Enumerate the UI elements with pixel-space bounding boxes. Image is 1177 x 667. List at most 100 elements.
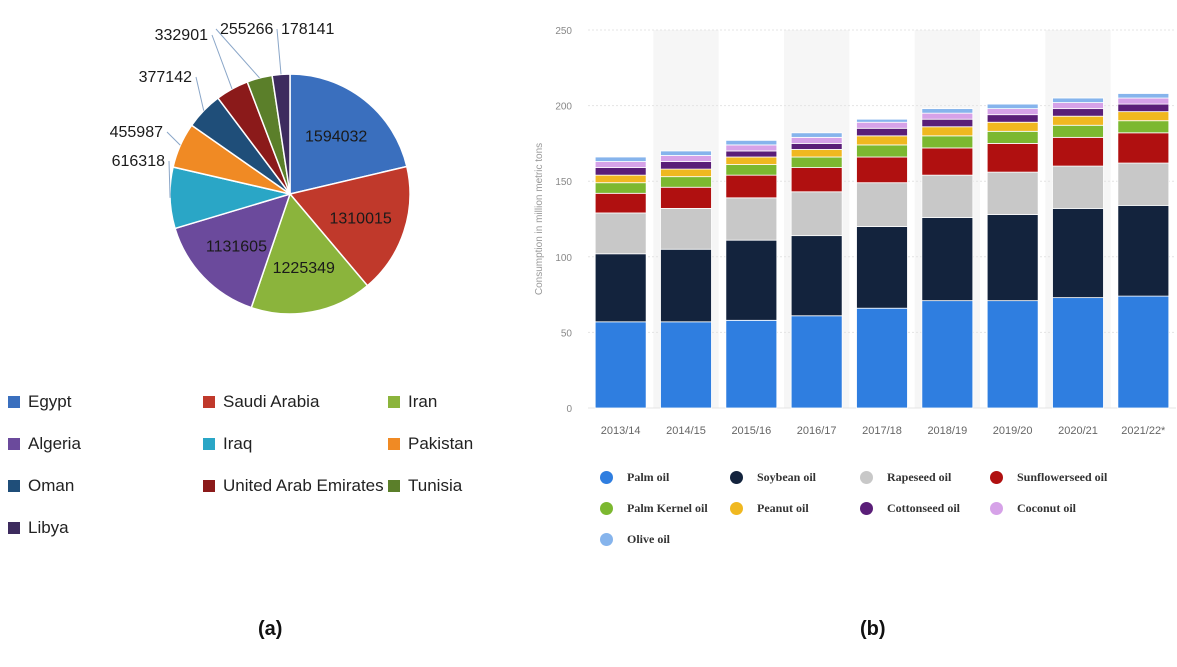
bar-legend-item: Coconut oil [990,501,1076,516]
pie-legend-item: Saudi Arabia [203,392,319,412]
legend-dot [860,471,873,484]
bar-segment-cottonseed-oil [660,161,712,170]
panel-label-a: (a) [258,618,283,640]
bar-segment-palm-kernel-oil [725,164,778,176]
bar-segment-palm-oil [725,319,778,409]
x-tick-label: 2019/20 [993,425,1033,437]
legend-swatch [388,396,400,408]
bar-segment-rapeseed-oil [1117,162,1170,206]
pie-legend-item: Egypt [8,392,71,412]
pie-slice-algeria [174,192,292,309]
legend-swatch [8,480,20,492]
pie-legend-item: Algeria [8,434,81,454]
legend-label: Peanut oil [757,501,809,515]
legend-label: Palm Kernel oil [627,501,708,515]
bar-segment-palm-oil [790,315,843,409]
legend-dot [600,533,613,546]
legend-swatch [203,480,215,492]
legend-swatch [8,396,20,408]
bar-segment-peanut-oil [986,121,1039,132]
bar-segment-soybean-oil [921,217,974,302]
bar-segment-cottonseed-oil [594,167,647,176]
legend-swatch [203,438,215,450]
legend-dot [730,471,743,484]
bar-segment-sunflowerseed-oil [790,167,843,193]
bar-segment-rapeseed-oil [660,208,712,250]
bar-segment-cottonseed-oil [856,127,908,137]
pie-chart-panel: 1594032 1310015 1225349 1131605 616318 455987… [0,0,530,667]
bar-segment-palm-kernel-oil [1052,124,1104,138]
bar-legend-item: Olive oil [600,532,670,547]
pie-slice-saudi-arabia [288,165,411,287]
x-tick-label: 2017/18 [862,425,902,437]
x-tick-label: 2020/21 [1058,425,1098,437]
x-tick-label: 2018/19 [927,425,967,437]
bar-segment-sunflowerseed-oil [725,174,778,199]
bar-segment-peanut-oil [660,168,712,178]
legend-label: Iran [408,392,438,411]
legend-swatch [8,438,20,450]
pie-value-label: 455987 [110,124,163,141]
bar-segment-coconut-oil [856,121,908,129]
legend-dot [600,502,613,515]
legend-label: United Arab Emirates [223,476,384,495]
legend-label: Algeria [28,434,81,453]
bar-segment-cottonseed-oil [1052,108,1104,117]
pie-value-label: 1594032 [305,129,367,146]
x-tick-label: 2013/14 [601,425,641,437]
legend-label: Olive oil [627,532,670,546]
bar-legend-item: Palm Kernel oil [600,501,708,516]
bar-legend-item: Soybean oil [730,470,816,485]
bar-segment-rapeseed-oil [986,171,1039,215]
bar-segment-cottonseed-oil [1117,103,1170,113]
legend-label: Saudi Arabia [223,392,320,411]
bar-segment-palm-oil [986,300,1039,409]
bar-segment-olive-oil [725,139,778,146]
bar-segment-olive-oil [921,108,974,114]
legend-swatch [388,480,400,492]
bar-segment-palm-kernel-oil [1117,120,1170,134]
bar-segment-peanut-oil [594,174,647,184]
legend-label: Iraq [223,434,253,453]
stacked-bar-chart: 0 50 100 150 200 250 Consumption in million me… [534,26,1176,437]
bar-segment-sunflowerseed-oil [1052,136,1104,167]
y-tick-label: 0 [566,404,572,415]
bar-segment-peanut-oil [790,149,843,158]
bar-segment-soybean-oil [1117,204,1170,297]
y-tick-label: 150 [555,177,572,188]
legend-dot [990,502,1003,515]
pie-value-label: 1131605 [206,239,267,256]
pie-legend-item: Oman [8,476,74,496]
bar-segment-peanut-oil [725,156,778,165]
pie-legend-item: United Arab Emirates [203,476,384,496]
bar-segment-coconut-oil [725,144,778,152]
bar-segment-olive-oil [660,150,712,156]
bar-segment-olive-oil [1117,93,1170,99]
pie-value-label: 1225349 [273,260,335,277]
legend-label: Soybean oil [757,470,817,484]
legend-dot [600,471,613,484]
y-tick-label: 50 [561,328,573,339]
bar-segment-coconut-oil [1117,97,1170,105]
legend-label: Sunflowerseed oil [1017,470,1108,484]
legend-dot [730,502,743,515]
bar-segment-rapeseed-oil [921,174,974,218]
bar-segment-sunflowerseed-oil [594,192,647,214]
pie-value-label: 616318 [112,153,165,170]
pie-leader-line [211,34,233,90]
bar-segment-rapeseed-oil [1052,165,1104,209]
legend-label: Tunisia [408,476,463,495]
bar-segment-olive-oil [1052,97,1104,103]
bar-segment-palm-kernel-oil [594,182,647,194]
pie-legend-item: Iraq [203,434,252,454]
bar-segment-soybean-oil [594,253,647,323]
bar-segment-palm-oil [594,321,647,409]
x-tick-label: 2014/15 [666,425,706,437]
bar-segment-rapeseed-oil [594,212,647,255]
bar-segment-cottonseed-oil [725,150,778,158]
legend-label: Cottonseed oil [887,501,960,515]
y-tick-label: 100 [555,253,572,264]
pie-leader-line [195,76,205,111]
bar-segment-cottonseed-oil [986,114,1039,123]
bar-segment-soybean-oil [660,248,712,323]
